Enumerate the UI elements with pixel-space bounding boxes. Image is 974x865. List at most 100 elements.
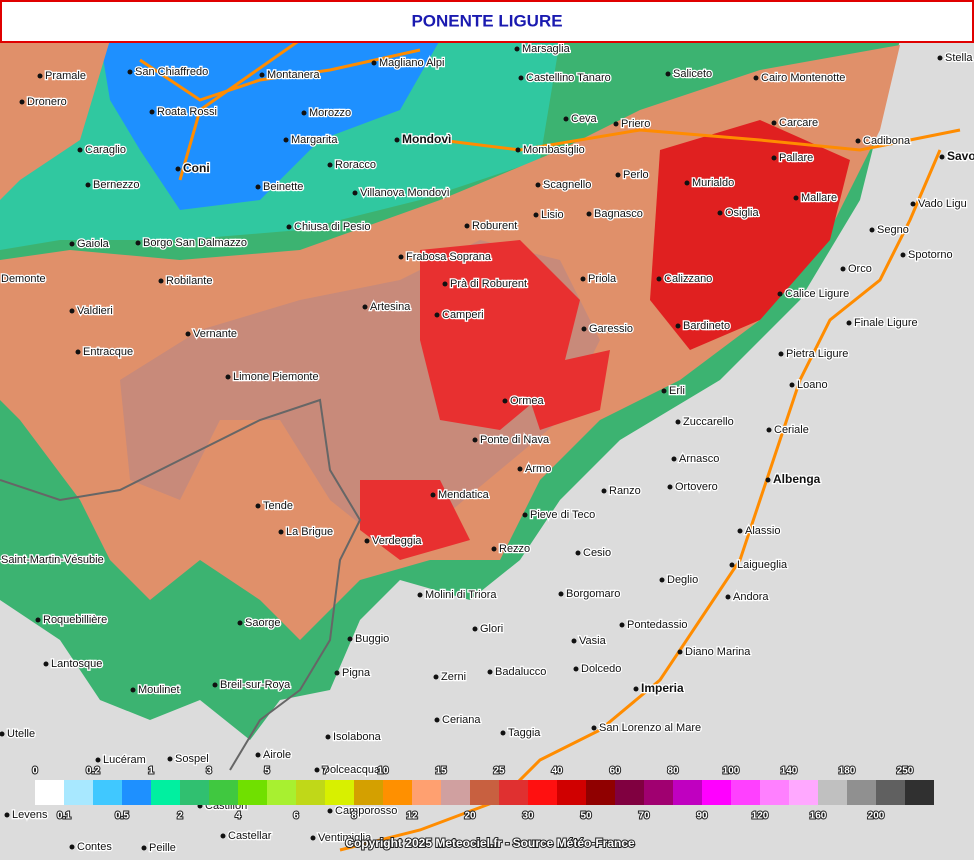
town-dot xyxy=(500,730,506,736)
town-dot xyxy=(434,717,440,723)
town-label: Glori xyxy=(480,623,503,635)
town-dot xyxy=(491,546,497,552)
town-label: Saint-Martin-Vésubie xyxy=(1,554,104,566)
town-label: Caraglio xyxy=(85,144,126,156)
town-label: Perlo xyxy=(623,169,649,181)
town-label: Savo xyxy=(947,149,974,163)
town-label: Pontedassio xyxy=(627,619,688,631)
town-dot xyxy=(671,456,677,462)
town-label: Taggia xyxy=(508,727,541,739)
rain-red xyxy=(650,120,850,350)
town-dot xyxy=(69,844,75,850)
town-dot xyxy=(141,845,147,851)
town-dot xyxy=(185,331,191,337)
town-label: Roburent xyxy=(472,220,517,232)
town-dot xyxy=(4,812,10,818)
town-label: Magliano Alpi xyxy=(379,57,444,69)
town-layer: Pramale San Chiaffredo Montanera Magliano A… xyxy=(0,42,974,855)
town-label: Ventimiglia xyxy=(318,832,372,844)
town-dot xyxy=(573,666,579,672)
legend-label: 180 xyxy=(839,766,856,777)
town-dot xyxy=(37,73,43,79)
town-dot xyxy=(563,116,569,122)
town-dot xyxy=(571,638,577,644)
legend-swatch xyxy=(296,780,325,805)
town-dot xyxy=(310,835,316,841)
town-label: Pietra Ligure xyxy=(786,348,848,360)
legend-swatch xyxy=(760,780,789,805)
legend-label: 25 xyxy=(493,766,505,777)
town-label: Ceriale xyxy=(774,424,809,436)
town-label: Verdeggia xyxy=(372,535,422,547)
town-label: Priero xyxy=(621,118,650,130)
town-label: Stella xyxy=(945,52,973,64)
town-label: Erli xyxy=(669,385,685,397)
town-label: Peille xyxy=(149,842,176,854)
town-label: Borgo San Dalmazzo xyxy=(143,237,247,249)
legend-swatch xyxy=(122,780,151,805)
town-label: Finale Ligure xyxy=(854,317,918,329)
town-label: Chiusa di Pesio xyxy=(294,221,370,233)
legend-swatch xyxy=(615,780,644,805)
legend-label: 7 xyxy=(322,766,328,777)
legend-swatch xyxy=(412,780,441,805)
town-label: La Brigue xyxy=(286,526,333,538)
legend-label: 4 xyxy=(235,811,241,822)
town-dot xyxy=(840,266,846,272)
town-label: Rezzo xyxy=(499,543,530,555)
town-label: Ceriana xyxy=(442,714,481,726)
legend-swatch xyxy=(731,780,760,805)
copyright: Copyright 2025 Meteociel.fr - Source Mét… xyxy=(345,836,635,850)
town-dot xyxy=(327,808,333,814)
town-dot xyxy=(212,682,218,688)
town-label: Valdieri xyxy=(77,305,113,317)
town-dot xyxy=(220,833,226,839)
town-dot xyxy=(900,252,906,258)
title: PONENTE LIGURE xyxy=(411,11,562,30)
town-dot xyxy=(675,323,681,329)
town-label: Mallare xyxy=(801,192,837,204)
legend-swatch xyxy=(354,780,383,805)
legend-swatch xyxy=(702,780,731,805)
town-dot xyxy=(656,276,662,282)
town-dot xyxy=(753,75,759,81)
town-dot xyxy=(75,349,81,355)
town-dot xyxy=(325,734,331,740)
town-label: Spotorno xyxy=(908,249,953,261)
legend-swatch xyxy=(789,780,818,805)
town-label: Cadibona xyxy=(863,135,911,147)
title-bar xyxy=(0,0,974,43)
legend-label: 80 xyxy=(667,766,679,777)
legend-label: 0 xyxy=(32,766,38,777)
town-dot xyxy=(314,767,320,773)
town-label: Saorge xyxy=(245,617,280,629)
town-dot xyxy=(502,398,508,404)
town-dot xyxy=(535,182,541,188)
legend: 00.10.20.5123456781012152025304050607080… xyxy=(31,765,934,823)
legend-swatch xyxy=(586,780,615,805)
legend-swatch xyxy=(847,780,876,805)
legend-label: 3 xyxy=(206,766,212,777)
town-dot xyxy=(601,488,607,494)
town-dot xyxy=(684,180,690,186)
town-label: Mondovì xyxy=(402,132,451,146)
road xyxy=(139,38,961,852)
legend-label: 250 xyxy=(897,766,914,777)
town-label: Frabosa Soprana xyxy=(406,251,492,263)
town-dot xyxy=(77,147,83,153)
town-dot xyxy=(725,594,731,600)
legend-label: 70 xyxy=(638,811,650,822)
legend-swatch xyxy=(35,780,64,805)
town-label: Camporosso xyxy=(335,805,397,817)
town-label: Armo xyxy=(525,463,551,475)
town-dot xyxy=(517,466,523,472)
legend-label: 10 xyxy=(377,766,389,777)
town-dot xyxy=(765,477,771,483)
town-dot xyxy=(417,592,423,598)
town-label: San Chiaffredo xyxy=(135,66,208,78)
legend-swatch xyxy=(93,780,122,805)
town-dot xyxy=(778,351,784,357)
town-dot xyxy=(175,166,181,172)
legend-swatch xyxy=(557,780,586,805)
town-label: Utelle xyxy=(7,728,35,740)
